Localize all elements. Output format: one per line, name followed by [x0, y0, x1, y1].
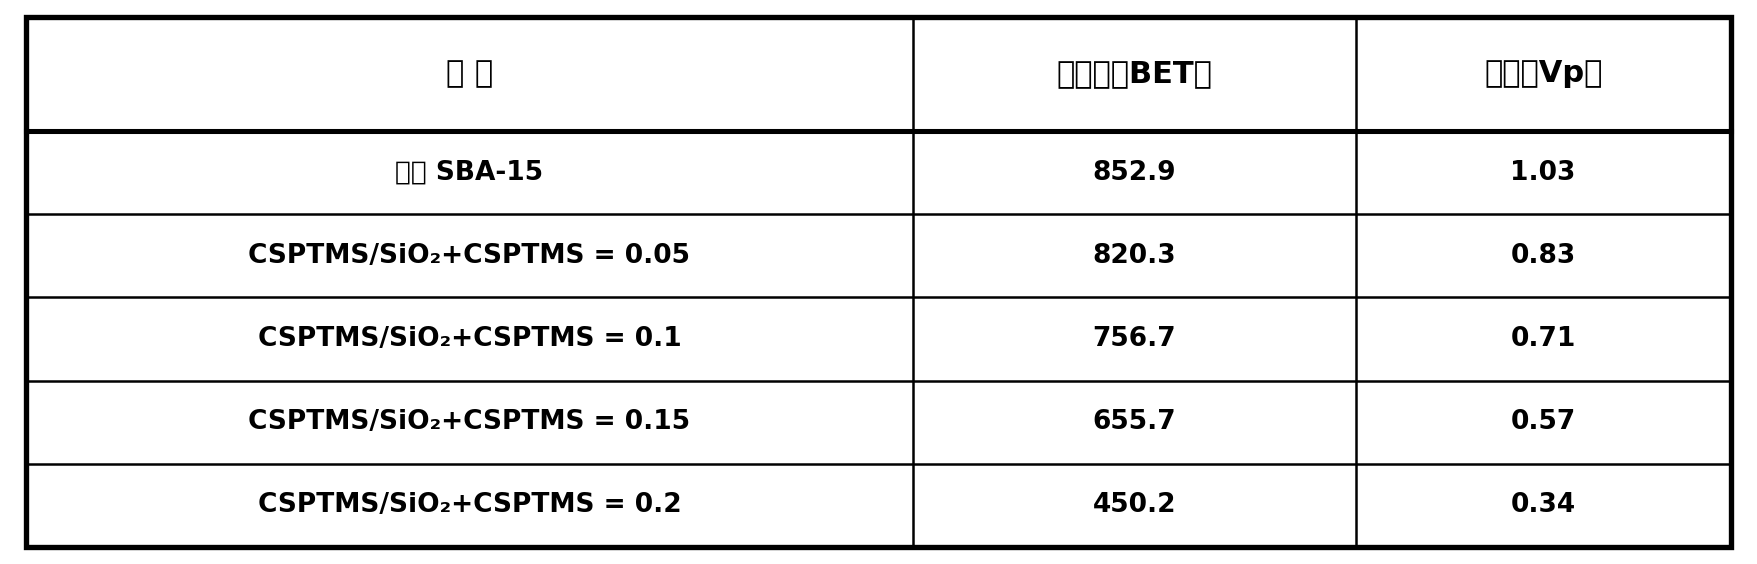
Text: 820.3: 820.3: [1093, 243, 1175, 269]
Text: 0.71: 0.71: [1511, 326, 1576, 352]
Text: CSPTMS/SiO₂+CSPTMS = 0.15: CSPTMS/SiO₂+CSPTMS = 0.15: [248, 409, 691, 435]
Text: 0.57: 0.57: [1511, 409, 1576, 435]
Text: 756.7: 756.7: [1093, 326, 1175, 352]
Text: 样 品: 样 品: [446, 59, 494, 89]
Text: 1.03: 1.03: [1511, 160, 1576, 186]
Text: 655.7: 655.7: [1093, 409, 1175, 435]
Text: 孔容（Vp）: 孔容（Vp）: [1485, 59, 1602, 89]
Text: CSPTMS/SiO₂+CSPTMS = 0.05: CSPTMS/SiO₂+CSPTMS = 0.05: [248, 243, 691, 269]
Text: CSPTMS/SiO₂+CSPTMS = 0.2: CSPTMS/SiO₂+CSPTMS = 0.2: [258, 492, 682, 518]
Text: 0.34: 0.34: [1511, 492, 1576, 518]
Text: 比表面（BET）: 比表面（BET）: [1056, 59, 1212, 89]
Text: 852.9: 852.9: [1093, 160, 1175, 186]
Text: 纯硅 SBA-15: 纯硅 SBA-15: [395, 160, 543, 186]
Text: 0.83: 0.83: [1511, 243, 1576, 269]
Text: 450.2: 450.2: [1093, 492, 1175, 518]
Text: CSPTMS/SiO₂+CSPTMS = 0.1: CSPTMS/SiO₂+CSPTMS = 0.1: [258, 326, 682, 352]
